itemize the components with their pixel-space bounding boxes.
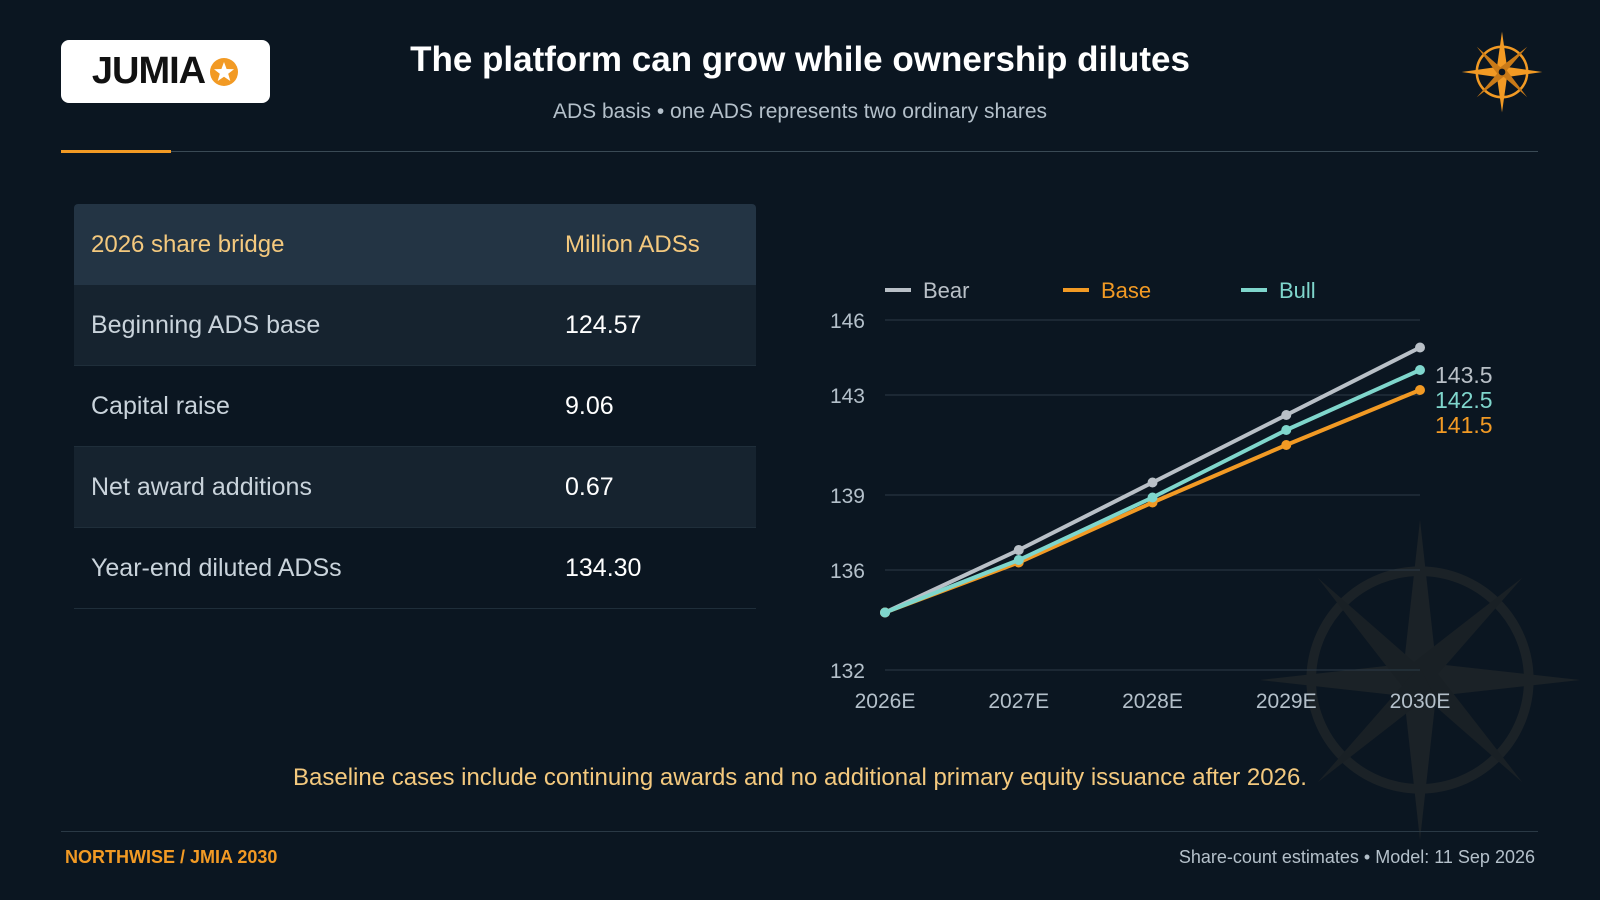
row-value: 0.67	[565, 472, 614, 501]
chart-footnote: Baseline cases include continuing awards…	[293, 764, 1307, 791]
x-tick-label: 2026E	[855, 690, 916, 713]
data-point	[1281, 410, 1292, 420]
data-point	[1013, 557, 1024, 568]
compass-rose-icon	[1461, 31, 1543, 113]
page-title: The platform can grow while ownership di…	[410, 40, 1190, 79]
data-point	[1415, 365, 1425, 375]
data-point	[1013, 555, 1024, 565]
data-point	[880, 607, 890, 618]
x-tick-label: 2027E	[988, 690, 1049, 713]
y-tick-label: 132	[830, 660, 865, 683]
data-point	[880, 607, 890, 618]
data-point	[1415, 385, 1425, 395]
row-label: Year-end diluted ADSs	[91, 553, 342, 582]
footer-source: NORTHWISE / JMIA 2030	[65, 847, 278, 867]
data-point	[1147, 477, 1158, 488]
footer-divider	[61, 831, 1538, 832]
end-value-label: 143.5	[1435, 362, 1493, 388]
header-divider-accent	[61, 150, 171, 153]
table-row: Net award additions 0.67	[74, 447, 756, 528]
table-row: Capital raise 9.06	[74, 366, 756, 447]
data-point	[1013, 545, 1024, 555]
data-point	[1281, 440, 1292, 450]
data-point	[1147, 492, 1158, 503]
row-label: Beginning ADS base	[91, 310, 321, 339]
column-header-label: 2026 share bridge	[91, 230, 285, 258]
data-point	[1415, 342, 1425, 353]
y-tick-label: 136	[830, 560, 865, 583]
star-badge-icon	[210, 57, 239, 86]
share-bridge-table: 2026 share bridge Million ADSs Beginning…	[74, 204, 756, 609]
legend-label: Base	[1101, 278, 1151, 303]
y-tick-label: 143	[830, 385, 865, 408]
data-point	[1281, 425, 1292, 435]
row-value: 9.06	[565, 391, 614, 420]
x-tick-label: 2028E	[1122, 690, 1183, 713]
row-value: 124.57	[565, 310, 642, 339]
page-subtitle: ADS basis • one ADS represents two ordin…	[552, 100, 1048, 123]
header-divider	[61, 151, 1538, 152]
row-value: 134.30	[565, 553, 642, 582]
end-value-label: 142.5	[1435, 387, 1493, 413]
legend-label: Bear	[923, 278, 969, 303]
data-point	[1147, 497, 1158, 508]
table-row: Year-end diluted ADSs 134.30	[74, 528, 756, 609]
row-label: Net award additions	[91, 472, 312, 501]
brand-logo: JUMIA	[61, 40, 270, 103]
y-tick-label: 139	[830, 485, 865, 508]
legend-label: Bull	[1279, 278, 1316, 303]
footer-meta: Share-count estimates • Model: 11 Sep 20…	[1178, 847, 1535, 867]
data-point	[880, 607, 890, 618]
compass-watermark-icon	[1260, 520, 1580, 840]
end-value-label: 141.5	[1435, 412, 1493, 438]
table-header: 2026 share bridge Million ADSs	[74, 204, 756, 285]
row-label: Capital raise	[91, 391, 230, 420]
y-tick-label: 146	[830, 310, 865, 333]
logo-text: JUMIA	[91, 50, 206, 92]
table-row: Beginning ADS base 124.57	[74, 285, 756, 366]
column-header-value: Million ADSs	[565, 230, 700, 258]
